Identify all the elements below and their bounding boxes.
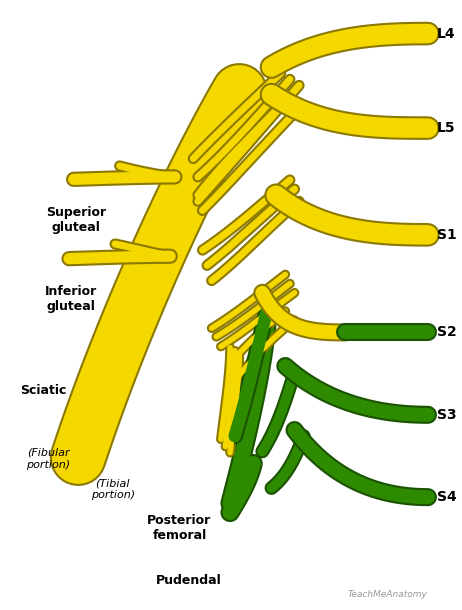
Text: S2: S2: [437, 326, 457, 339]
Text: Posterior
femoral: Posterior femoral: [147, 514, 212, 542]
Text: (Tibial
portion): (Tibial portion): [91, 478, 135, 500]
Text: (Fibular
portion): (Fibular portion): [26, 448, 70, 470]
Text: S1: S1: [437, 228, 457, 242]
Text: L5: L5: [437, 121, 456, 135]
Text: Inferior
gluteal: Inferior gluteal: [45, 285, 97, 313]
Text: L4: L4: [437, 27, 456, 40]
Text: S3: S3: [437, 408, 457, 422]
Text: Superior
gluteal: Superior gluteal: [46, 206, 106, 234]
Text: TeachMeAnatomy: TeachMeAnatomy: [348, 590, 428, 599]
Text: Sciatic: Sciatic: [20, 384, 67, 397]
Text: Pudendal: Pudendal: [156, 574, 222, 587]
Text: S4: S4: [437, 490, 457, 504]
